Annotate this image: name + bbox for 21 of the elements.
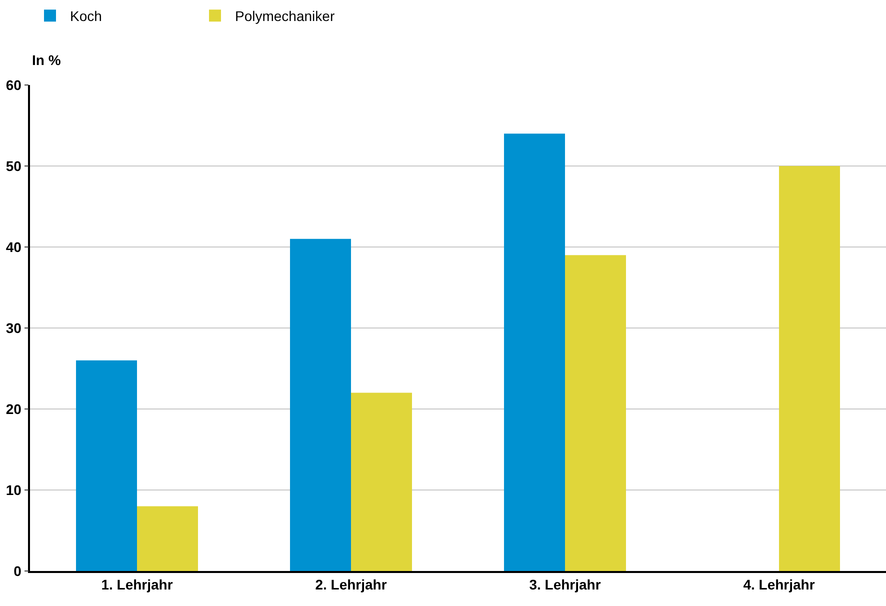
bar <box>76 360 137 571</box>
bar <box>565 255 626 571</box>
y-tick-label: 10 <box>6 482 22 498</box>
bar <box>779 166 840 571</box>
legend-label: Koch <box>70 8 102 24</box>
x-tick-label: 3. Lehrjahr <box>529 576 602 593</box>
bar <box>504 134 565 571</box>
y-tick-label: 20 <box>6 400 22 417</box>
bar <box>137 506 198 571</box>
bar <box>290 238 351 571</box>
bar <box>351 392 412 571</box>
x-tick-label: 2. Lehrjahr <box>315 576 388 593</box>
y-tick-label: 30 <box>6 320 22 336</box>
y-tick-label: 60 <box>6 76 22 93</box>
x-tick-label: 4. Lehrjahr <box>743 576 816 593</box>
x-tick-label: 1. Lehrjahr <box>101 576 174 593</box>
legend-label: Polymechaniker <box>235 8 335 24</box>
y-tick-label: 50 <box>6 158 22 174</box>
y-axis-title: In % <box>32 52 62 68</box>
y-tick-label: 0 <box>14 562 22 579</box>
y-tick-label: 40 <box>6 238 22 255</box>
